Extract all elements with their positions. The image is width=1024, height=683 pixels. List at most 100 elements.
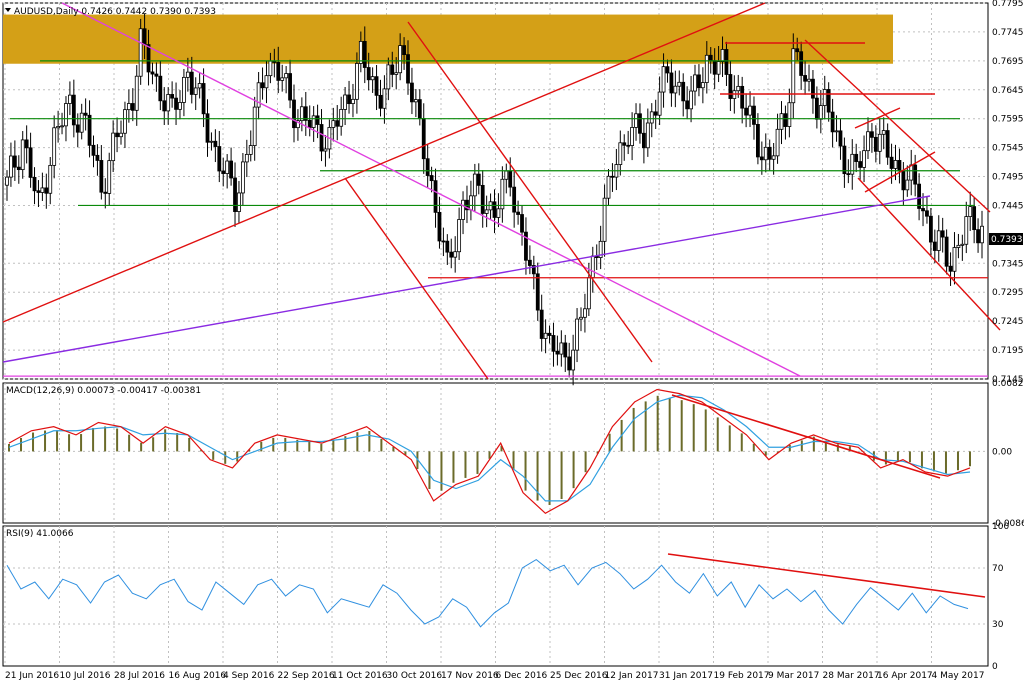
candle-body — [79, 112, 84, 133]
rsi-divergence-line — [667, 553, 986, 598]
candle-body — [567, 356, 572, 371]
candle-body — [339, 109, 344, 127]
resistance-zone — [3, 14, 893, 64]
candle-body — [398, 45, 403, 74]
candle-body — [724, 49, 729, 75]
macd-histogram-bar — [20, 437, 23, 452]
candle-body — [406, 54, 410, 84]
candle-body — [630, 127, 635, 146]
candle-body — [197, 83, 202, 89]
y-tick-label: 0.7445 — [992, 201, 1024, 211]
macd-histogram-bar — [608, 433, 611, 452]
x-tick-label: 16 Apr 2017 — [877, 671, 933, 681]
y-tick-label: 0.7645 — [992, 86, 1024, 96]
candle-body — [665, 66, 670, 74]
macd-histogram-bar — [128, 434, 131, 452]
macd-histogram-bar — [500, 445, 503, 452]
candle-body — [201, 83, 206, 115]
macd-histogram-bar — [776, 451, 779, 453]
candle-body — [425, 158, 430, 176]
candle-body — [28, 147, 33, 178]
candle-body — [16, 166, 21, 171]
candle-body — [280, 77, 285, 81]
candle-body — [32, 177, 37, 192]
candle-body — [586, 277, 591, 310]
candle-body — [170, 94, 175, 99]
magenta-downtrend-line — [61, 2, 801, 377]
macd-histogram-bar — [368, 430, 371, 452]
candle-body — [217, 146, 222, 172]
candle-body — [925, 210, 929, 217]
candle-body — [901, 170, 906, 191]
macd-histogram-bar — [524, 451, 527, 491]
candle-body — [512, 186, 517, 213]
x-tick-label: 17 Nov 2016 — [441, 671, 499, 681]
macd-histogram-bar — [512, 451, 515, 470]
candle-body — [362, 41, 367, 68]
macd-histogram-bar — [176, 433, 179, 452]
macd-histogram-bar — [392, 446, 395, 452]
candle-body — [292, 99, 296, 129]
candle-body — [771, 155, 776, 160]
candle-body — [91, 144, 96, 156]
candle-body — [767, 146, 772, 160]
macd-histogram-bar — [44, 430, 47, 452]
candle-body — [834, 130, 839, 133]
macd-histogram-bar — [716, 417, 719, 452]
candle-body — [520, 214, 524, 233]
macd-histogram-bar — [548, 451, 551, 505]
macd-histogram-bar — [536, 451, 539, 501]
candle-body — [24, 139, 29, 149]
macd-y-tick-label: -0.00868 — [992, 519, 1024, 529]
candle-body — [248, 145, 253, 155]
macd-y-tick-label: 0.00 — [992, 447, 1012, 457]
candle-body — [830, 111, 835, 133]
macd-histogram-bar — [428, 451, 431, 489]
macd-histogram-bar — [668, 397, 671, 452]
macd-histogram-bar — [680, 400, 683, 452]
macd-histogram-bar — [356, 432, 359, 452]
macd-histogram-bar — [140, 442, 143, 452]
candle-body — [158, 75, 163, 102]
x-tick-label: 30 Oct 2016 — [387, 671, 443, 681]
y-tick-label: 0.7745 — [992, 28, 1024, 38]
candle-body — [575, 318, 579, 351]
macd-histogram-bar — [596, 451, 599, 454]
candle-body — [40, 187, 45, 193]
candle-body — [516, 211, 520, 215]
candle-body — [740, 85, 745, 109]
red-flag-line-b — [864, 151, 936, 193]
candle-body — [264, 75, 269, 89]
candle-body — [256, 82, 261, 108]
candle-body — [606, 175, 611, 199]
candle-body — [233, 177, 237, 212]
candle-body — [661, 66, 666, 93]
red-channel-line-d — [857, 177, 1001, 331]
x-tick-label: 16 Aug 2016 — [169, 671, 227, 681]
candle-body — [99, 160, 104, 193]
candle-body — [366, 67, 371, 81]
candle-body — [775, 128, 780, 157]
macd-histogram-bar — [944, 451, 947, 474]
candle-body — [166, 94, 171, 112]
candle-body — [759, 156, 764, 161]
candle-body — [12, 155, 17, 168]
candle-body — [457, 219, 462, 253]
macd-histogram-bar — [872, 451, 875, 461]
macd-histogram-bar — [80, 434, 83, 452]
candle-body — [968, 206, 973, 218]
candle-body — [551, 335, 556, 352]
candle-body — [162, 100, 167, 112]
candle-body — [885, 130, 890, 158]
candle-body — [402, 45, 406, 56]
candle-body — [205, 113, 210, 143]
zones-layer — [3, 14, 893, 64]
candle-body — [288, 73, 292, 101]
candle-body — [598, 240, 603, 258]
candle-body — [673, 85, 678, 94]
macd-histogram-bar — [380, 438, 383, 452]
candle-body — [453, 251, 458, 258]
macd-histogram-bar — [236, 451, 239, 462]
x-tick-label: 4 Sep 2016 — [223, 671, 275, 681]
candle-body — [712, 60, 717, 75]
